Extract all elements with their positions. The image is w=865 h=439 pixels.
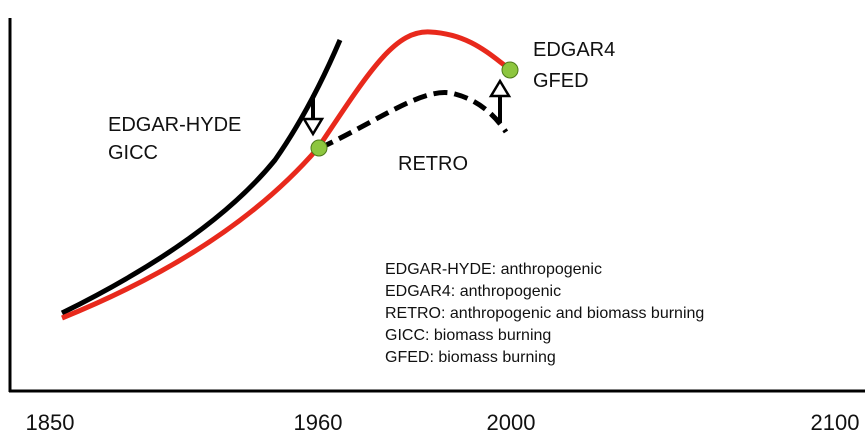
end-point (501, 61, 519, 79)
x-tick-label: 1960 (294, 410, 343, 435)
legend-item: EDGAR-HYDE: anthropogenic (385, 261, 602, 278)
x-tick-label: 2000 (487, 410, 536, 435)
legend-item: GICC: biomass burning (385, 327, 551, 344)
x-tick-label: 2100 (811, 410, 860, 435)
curve-label: EDGAR4 (533, 39, 615, 61)
edgar4-curve (61, 29, 513, 321)
legend-item: GFED: biomass burning (385, 349, 556, 366)
x-tick-label: 1850 (26, 410, 75, 435)
retro-curve (318, 90, 509, 151)
curve-label: RETRO (398, 153, 468, 175)
up-arrow (488, 78, 512, 122)
curve-label: GICC (108, 142, 158, 164)
curve-label: EDGAR-HYDE (108, 114, 241, 136)
down-arrow (301, 95, 325, 137)
legend-item: EDGAR4: anthropogenic (385, 283, 561, 300)
legend-item: RETRO: anthropogenic and biomass burning (385, 305, 704, 322)
edgar-hyde-curve (60, 39, 343, 316)
curve-label: GFED (533, 70, 589, 92)
junction-point (310, 139, 328, 157)
